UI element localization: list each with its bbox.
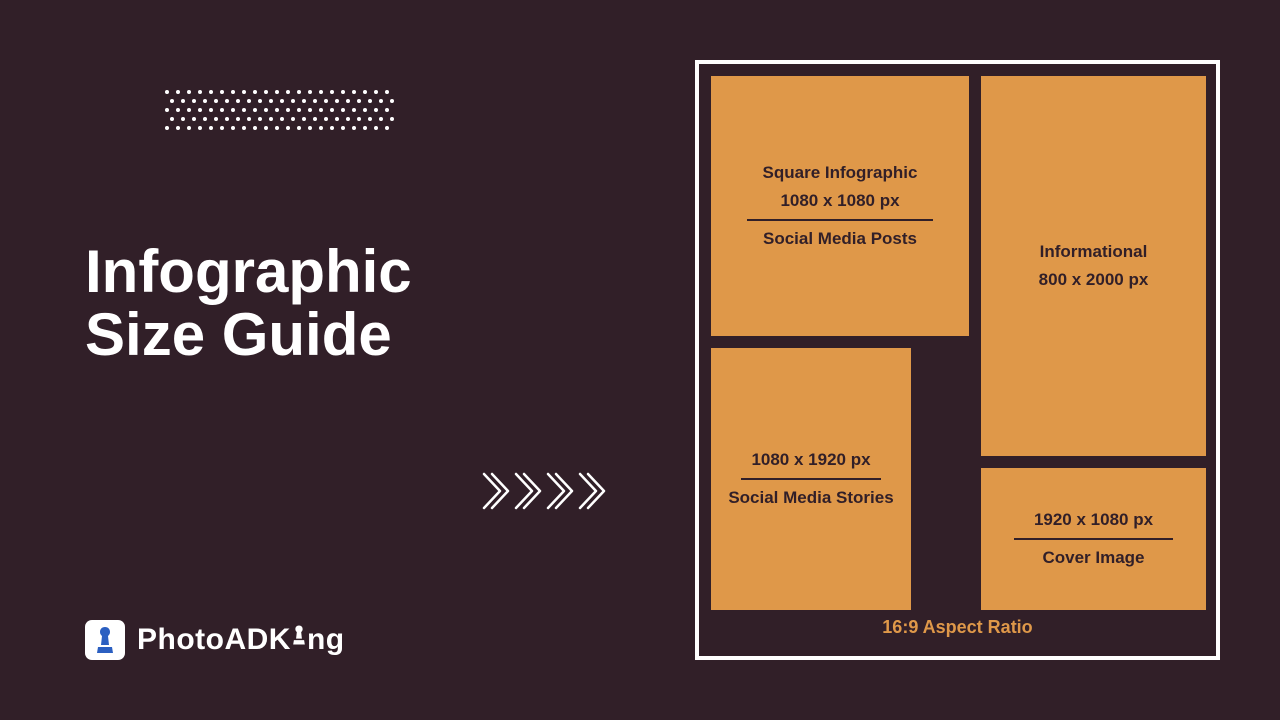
aspect-ratio-label: 16:9 Aspect Ratio — [711, 617, 1204, 638]
tile-divider — [741, 478, 881, 480]
chess-icon — [94, 625, 116, 655]
tile-informational: Informational 800 x 2000 px — [981, 76, 1206, 456]
tile-size: 1080 x 1920 px — [751, 450, 870, 470]
tile-size: 1080 x 1080 px — [780, 191, 899, 211]
brand-name: PhotoADK ng — [137, 623, 345, 657]
brand-suffix: ng — [307, 623, 345, 657]
tile-use: Social Media Posts — [763, 229, 917, 249]
brand-icon — [85, 620, 125, 660]
tile-square-infographic: Square Infographic 1080 x 1080 px Social… — [711, 76, 969, 336]
tile-divider — [747, 219, 933, 221]
tile-stories: 1080 x 1920 px Social Media Stories — [711, 348, 911, 610]
chess-inline-icon — [291, 621, 307, 655]
tile-cover-image: 1920 x 1080 px Cover Image — [981, 468, 1206, 610]
brand-prefix: PhotoADK — [137, 623, 291, 657]
left-panel: Infographic Size Guide PhotoADK ng — [85, 0, 645, 720]
chevron-decoration — [480, 470, 606, 512]
tile-title: Informational — [1040, 242, 1148, 262]
tile-use: Social Media Stories — [728, 488, 893, 508]
dot-pattern-decoration — [165, 90, 394, 135]
headline-line2: Size Guide — [85, 303, 412, 366]
tile-size: 800 x 2000 px — [1039, 270, 1149, 290]
tile-divider — [1014, 538, 1174, 540]
brand-logo: PhotoADK ng — [85, 620, 345, 660]
tile-title: Square Infographic — [763, 163, 918, 183]
tile-size: 1920 x 1080 px — [1034, 510, 1153, 530]
size-guide-frame: Square Infographic 1080 x 1080 px Social… — [695, 60, 1220, 660]
tile-use: Cover Image — [1042, 548, 1144, 568]
tile-grid: Square Infographic 1080 x 1080 px Social… — [711, 76, 1204, 644]
page-title: Infographic Size Guide — [85, 240, 412, 366]
headline-line1: Infographic — [85, 240, 412, 303]
